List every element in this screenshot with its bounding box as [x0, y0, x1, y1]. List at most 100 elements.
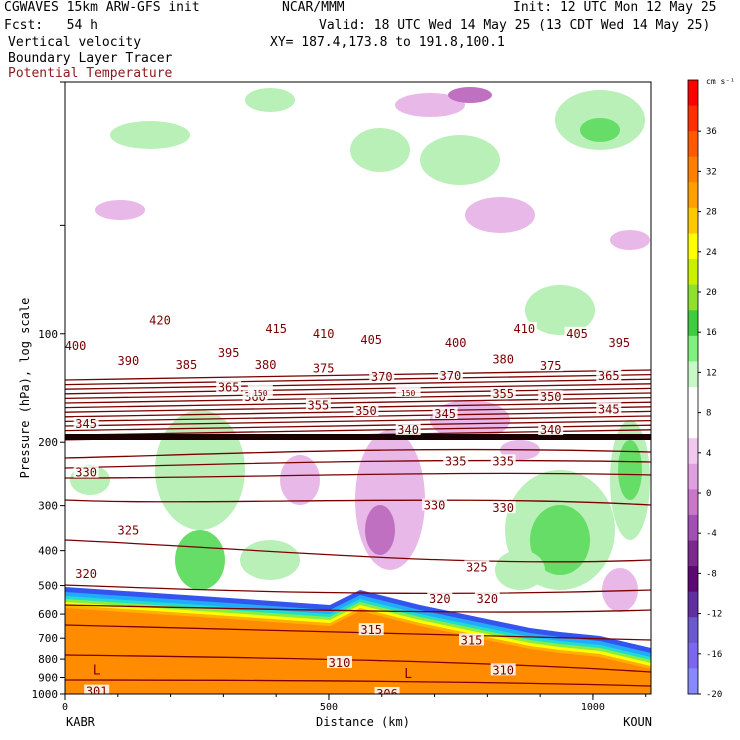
theta-label-25: 345 — [598, 402, 620, 416]
theta-label-bg-13 — [490, 352, 516, 365]
theta-label-1: 415 — [265, 322, 287, 336]
theta-label-30: 335 — [445, 454, 467, 468]
theta-label-37: 320 — [75, 567, 97, 581]
theta-label-bg-47 — [395, 384, 421, 397]
theta-label-46: 150 — [253, 389, 268, 398]
theta-label-10: 395 — [218, 346, 240, 360]
theta-label-bg-1 — [263, 322, 289, 335]
w-region-11 — [95, 200, 145, 220]
theta-label-6: 395 — [608, 336, 630, 350]
theta-label-bg-16 — [596, 369, 622, 382]
colorbar-swatch-4 — [688, 182, 698, 209]
theta-label-bg-43 — [490, 663, 516, 676]
theta-label-bg-12 — [253, 357, 279, 370]
theta-label-bg-46 — [247, 384, 273, 397]
theta-label-27: 345 — [75, 417, 97, 431]
theta-label-4: 410 — [513, 322, 535, 336]
w-region-13 — [175, 530, 225, 590]
init-time: Init: 12 UTC Mon 12 May 25 — [513, 0, 717, 15]
theta-label-0: 420 — [149, 314, 171, 328]
colorbar-swatch-6 — [688, 233, 698, 260]
potential-temperature-contours: 420 415 410 405 410 405 395 400 390 385 395 400 380 3… — [65, 313, 651, 701]
theta-label-34: 330 — [492, 501, 514, 515]
colorbar-label-6: 12 — [706, 368, 717, 378]
theta-line-lower-8 — [65, 654, 651, 673]
field-vertical-velocity: Vertical velocity — [8, 35, 142, 50]
theta-label-bg-3 — [358, 332, 384, 345]
x-tick-label-2: 1000 — [581, 702, 605, 713]
w-region-9 — [610, 230, 650, 250]
theta-label-43: 310 — [492, 663, 514, 677]
colorbar-label-3: 24 — [706, 248, 717, 258]
theta-line-lower-2 — [65, 472, 651, 479]
theta-label-18: 370 — [440, 369, 462, 383]
organization-label: NCAR/MMM — [282, 0, 345, 15]
theta-label-bg-42 — [327, 655, 353, 668]
theta-label-bg-28 — [395, 423, 421, 436]
colorbar-swatch-1 — [688, 105, 698, 132]
theta-label-bg-4 — [511, 322, 537, 335]
theta-label-3: 405 — [360, 333, 382, 347]
theta-line-lower-3 — [65, 499, 651, 506]
colorbar-swatch-2 — [688, 131, 698, 158]
theta-label-bg-25 — [596, 402, 622, 415]
colorbar-swatch-20 — [688, 591, 698, 618]
w-region-16 — [280, 455, 320, 505]
colorbar-swatch-3 — [688, 156, 698, 183]
colorbar-swatch-5 — [688, 207, 698, 234]
y-tick-label-6: 700 — [38, 632, 58, 645]
y-tick-label-5: 600 — [38, 608, 58, 621]
theta-label-bg-23 — [490, 387, 516, 400]
y-tick-label-4: 500 — [38, 580, 58, 593]
theta-label-bg-26 — [432, 407, 458, 420]
theta-label-bg-35 — [115, 523, 141, 536]
theta-label-7: 400 — [65, 339, 87, 353]
colorbar-swatch-14 — [688, 438, 698, 465]
field-potential-temperature: Potential Temperature — [8, 66, 173, 81]
theta-label-bg-7 — [65, 338, 89, 351]
theta-line-upper-8 — [65, 406, 651, 418]
theta-label-12: 380 — [255, 358, 277, 372]
theta-line-lower-5 — [65, 584, 651, 595]
theta-label-29: 340 — [540, 423, 562, 437]
cross-section-endpoints: XY= 187.4,173.8 to 191.8,100.1 — [270, 35, 505, 50]
w-region-8 — [465, 197, 535, 233]
theta-line-upper-3 — [65, 383, 651, 395]
boundary-layer-tracer-field — [65, 587, 651, 694]
theta-label-bg-31 — [490, 454, 516, 467]
colorbar-label-0: 36 — [706, 127, 717, 137]
theta-label-bg-2 — [311, 326, 337, 339]
theta-label-16: 365 — [598, 369, 620, 383]
theta-line-upper-2 — [65, 378, 651, 390]
theta-label-bg-6 — [606, 335, 632, 348]
w-region-10 — [525, 285, 595, 335]
low-marker-0: L — [93, 663, 101, 678]
theta-label-35: 325 — [118, 524, 140, 538]
theta-label-bg-14 — [311, 361, 337, 374]
plot-frame — [64, 81, 652, 695]
theta-label-32: 330 — [75, 466, 97, 480]
colorbar-swatch-21 — [688, 617, 698, 644]
theta-label-bg-32 — [73, 465, 99, 478]
colorbar-swatch-10 — [688, 335, 698, 362]
theta-label-bg-34 — [490, 501, 516, 514]
theta-label-11: 400 — [445, 336, 467, 350]
colorbar-units: cm s⁻¹ — [706, 77, 735, 86]
theta-line-upper-1 — [65, 373, 651, 386]
y-axis-label: Pressure (hPa), log scale — [18, 298, 32, 479]
colorbar-swatch-15 — [688, 463, 698, 490]
theta-label-bg-38 — [427, 592, 453, 605]
theta-label-bg-5 — [564, 326, 590, 339]
colorbar-label-11: -8 — [706, 569, 717, 579]
theta-label-45: 306 — [376, 687, 398, 701]
w-region-7 — [580, 118, 620, 142]
colorbar-label-5: 16 — [706, 328, 717, 338]
x-axis: 0 500 1000 — [62, 694, 647, 713]
theta-label-bg-11 — [443, 335, 469, 348]
theta-label-39: 320 — [476, 592, 498, 606]
theta-line-upper-6 — [65, 396, 651, 409]
colorbar-label-8: 4 — [706, 449, 711, 459]
theta-line-lower-4 — [65, 539, 651, 563]
w-region-3 — [245, 88, 295, 112]
theta-label-47: 150 — [401, 389, 416, 398]
